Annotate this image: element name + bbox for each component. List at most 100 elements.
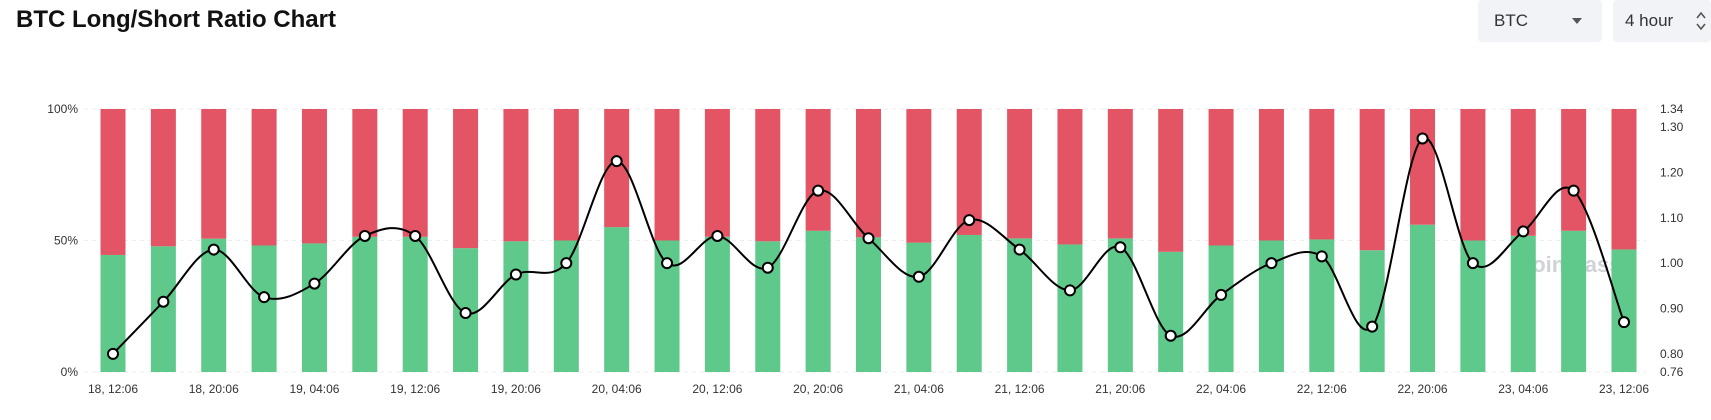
ratio-point bbox=[157, 295, 170, 308]
long-bar bbox=[251, 245, 277, 372]
short-bar bbox=[1460, 109, 1486, 241]
short-bar bbox=[704, 109, 730, 237]
coin-select[interactable]: BTC bbox=[1478, 0, 1602, 42]
long-bar bbox=[1359, 250, 1385, 372]
x-tick-label: 19, 20:06 bbox=[491, 382, 541, 396]
short-bar bbox=[856, 109, 881, 238]
ratio-point bbox=[1063, 284, 1076, 297]
ratio-point bbox=[1265, 257, 1278, 270]
short-bar bbox=[805, 109, 831, 231]
ratio-line bbox=[112, 137, 1625, 355]
short-bar bbox=[201, 109, 227, 239]
long-bar bbox=[1510, 235, 1536, 372]
ratio-point bbox=[1466, 257, 1479, 270]
x-tick-label: 22, 20:06 bbox=[1398, 382, 1448, 396]
ratio-point bbox=[1215, 288, 1228, 301]
long-bar bbox=[150, 246, 176, 372]
interval-select-value: 4 hour bbox=[1625, 11, 1674, 30]
x-tick-label: 18, 20:06 bbox=[189, 382, 239, 396]
y-left-tick-label: 100% bbox=[47, 102, 78, 116]
long-bar bbox=[956, 234, 982, 372]
y-right-tick-label: 1.30 bbox=[1660, 120, 1684, 134]
ratio-point bbox=[560, 257, 573, 270]
short-bar bbox=[402, 109, 428, 237]
ratio-point bbox=[711, 229, 724, 242]
ratio-point bbox=[610, 155, 623, 168]
short-bar bbox=[1007, 109, 1033, 239]
ratio-point bbox=[862, 232, 875, 245]
ratio-point bbox=[1164, 329, 1177, 342]
y-right-tick-label: 1.20 bbox=[1660, 165, 1684, 179]
short-bar bbox=[1158, 109, 1184, 252]
short-bar bbox=[251, 109, 277, 246]
ratio-point bbox=[963, 214, 976, 227]
short-bar bbox=[1611, 109, 1637, 250]
short-bar bbox=[553, 109, 579, 241]
ratio-point bbox=[1416, 132, 1429, 145]
long-bar bbox=[1611, 249, 1637, 372]
x-tick-label: 21, 20:06 bbox=[1095, 382, 1145, 396]
ratio-point bbox=[459, 307, 472, 320]
short-bar bbox=[755, 109, 781, 242]
x-tick-label: 21, 12:06 bbox=[995, 382, 1045, 396]
x-tick-label: 20, 20:06 bbox=[793, 382, 843, 396]
short-bar bbox=[100, 109, 126, 255]
x-tick-label: 19, 04:06 bbox=[289, 382, 339, 396]
x-tick-label: 22, 04:06 bbox=[1196, 382, 1246, 396]
short-bar bbox=[1510, 109, 1536, 236]
short-bar bbox=[956, 109, 982, 235]
short-bar bbox=[301, 109, 327, 244]
ratio-point bbox=[207, 243, 220, 256]
y-left-tick-label: 50% bbox=[54, 234, 78, 248]
y-right-tick-label: 1.00 bbox=[1660, 256, 1684, 270]
short-bar bbox=[1208, 109, 1234, 246]
long-bar bbox=[1208, 245, 1234, 372]
ratio-point bbox=[761, 261, 774, 274]
long-bar bbox=[503, 241, 529, 372]
short-bar bbox=[1359, 109, 1385, 251]
long-bar bbox=[755, 241, 781, 372]
ratio-point bbox=[812, 184, 825, 197]
x-tick-label: 20, 12:06 bbox=[692, 382, 742, 396]
x-tick-label: 19, 12:06 bbox=[390, 382, 440, 396]
short-bar bbox=[1561, 109, 1587, 231]
long-bar bbox=[402, 236, 428, 372]
coin-select-value: BTC bbox=[1494, 11, 1528, 30]
ratio-point bbox=[661, 257, 674, 270]
short-bar bbox=[1258, 109, 1284, 241]
short-bar bbox=[906, 109, 932, 243]
ratio-point bbox=[258, 291, 271, 304]
long-bar bbox=[1158, 251, 1184, 372]
short-bar bbox=[150, 109, 176, 247]
x-tick-label: 23, 04:06 bbox=[1498, 382, 1548, 396]
x-tick-label: 21, 04:06 bbox=[894, 382, 944, 396]
ratio-point bbox=[1366, 320, 1379, 333]
long-bar bbox=[906, 242, 932, 372]
x-tick-label: 18, 12:06 bbox=[88, 382, 138, 396]
long-bar bbox=[1107, 238, 1133, 372]
long-bar bbox=[704, 236, 730, 372]
x-tick-label: 23, 12:06 bbox=[1599, 382, 1649, 396]
x-tick-label: 20, 04:06 bbox=[592, 382, 642, 396]
ratio-point bbox=[1618, 316, 1630, 329]
interval-select[interactable]: 4 hour bbox=[1613, 0, 1711, 42]
y-right-tick-label: 1.34 bbox=[1660, 102, 1684, 116]
short-bar bbox=[654, 109, 680, 241]
y-right-tick-label: 0.76 bbox=[1660, 365, 1684, 379]
long-bar bbox=[1561, 230, 1587, 372]
short-bar bbox=[1057, 109, 1083, 245]
long-bar bbox=[1007, 238, 1033, 372]
long-bar bbox=[1410, 224, 1436, 372]
long-bar bbox=[604, 227, 630, 372]
short-bar bbox=[503, 109, 529, 242]
short-bar bbox=[1410, 109, 1436, 225]
ratio-point bbox=[509, 268, 522, 281]
ratio-point bbox=[1013, 243, 1026, 256]
ratio-point bbox=[912, 270, 925, 283]
long-bar bbox=[352, 236, 378, 372]
long-bar bbox=[805, 230, 831, 372]
ratio-point bbox=[107, 347, 119, 360]
chevron-down-icon bbox=[1572, 18, 1582, 24]
long-bar bbox=[201, 238, 227, 372]
